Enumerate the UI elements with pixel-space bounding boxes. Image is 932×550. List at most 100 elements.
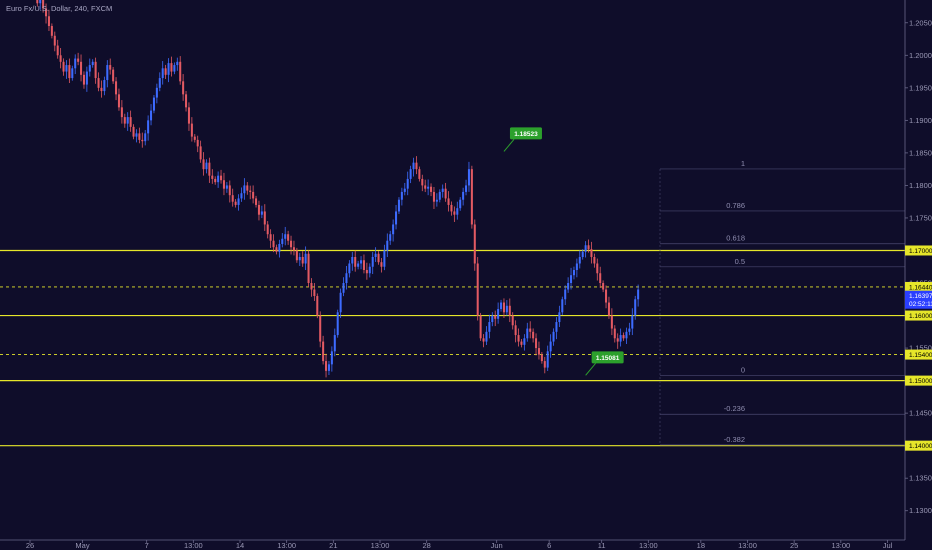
candle-body[interactable] <box>42 0 45 9</box>
candle-body[interactable] <box>77 58 80 62</box>
candle-body[interactable] <box>222 180 225 189</box>
candle-body[interactable] <box>482 338 485 342</box>
candle-body[interactable] <box>82 74 85 85</box>
candle-body[interactable] <box>112 69 115 82</box>
candle-body[interactable] <box>36 0 39 4</box>
candle-body[interactable] <box>459 199 462 209</box>
candle-body[interactable] <box>91 61 94 66</box>
candle-body[interactable] <box>412 162 415 170</box>
candle-body[interactable] <box>211 175 214 179</box>
candle-body[interactable] <box>572 270 575 276</box>
candle-body[interactable] <box>473 224 476 264</box>
candle-body[interactable] <box>292 247 295 251</box>
candle-body[interactable] <box>252 191 255 199</box>
candle-body[interactable] <box>129 117 132 127</box>
candle-body[interactable] <box>301 256 304 264</box>
candle-body[interactable] <box>552 331 555 342</box>
candle-body[interactable] <box>205 162 208 170</box>
candle-body[interactable] <box>485 331 488 342</box>
candle-body[interactable] <box>637 289 640 300</box>
candle-body[interactable] <box>555 322 558 332</box>
candle-body[interactable] <box>467 169 470 186</box>
candle-body[interactable] <box>272 240 275 248</box>
candle-body[interactable] <box>193 136 196 140</box>
candle-body[interactable] <box>298 256 301 261</box>
candle-body[interactable] <box>374 253 377 257</box>
candle-body[interactable] <box>508 305 511 316</box>
candle-body[interactable] <box>523 338 526 345</box>
candle-body[interactable] <box>371 256 374 267</box>
candle-body[interactable] <box>514 325 517 336</box>
candle-body[interactable] <box>62 61 65 72</box>
candle-body[interactable] <box>85 71 88 85</box>
candle-body[interactable] <box>590 249 593 257</box>
candle-body[interactable] <box>535 338 538 349</box>
candle-body[interactable] <box>380 262 383 267</box>
candle-body[interactable] <box>517 335 520 342</box>
candle-body[interactable] <box>310 283 313 290</box>
candle-body[interactable] <box>266 224 269 235</box>
candle-body[interactable] <box>599 273 602 284</box>
candle-body[interactable] <box>400 191 403 200</box>
candle-body[interactable] <box>596 263 599 274</box>
candle-body[interactable] <box>619 335 622 342</box>
candle-body[interactable] <box>511 315 514 326</box>
candle-body[interactable] <box>497 309 500 319</box>
candle-body[interactable] <box>403 188 406 192</box>
candle-body[interactable] <box>269 234 272 241</box>
candle-body[interactable] <box>316 296 319 316</box>
candle-body[interactable] <box>432 191 435 202</box>
candle-body[interactable] <box>190 123 193 137</box>
candle-body[interactable] <box>389 234 392 241</box>
candle-body[interactable] <box>453 211 456 215</box>
candle-body[interactable] <box>462 191 465 200</box>
candle-body[interactable] <box>246 185 249 191</box>
candle-body[interactable] <box>438 191 441 200</box>
candle-body[interactable] <box>625 331 628 339</box>
candle-body[interactable] <box>450 204 453 212</box>
candle-body[interactable] <box>540 354 543 362</box>
candle-body[interactable] <box>406 178 409 189</box>
candle-body[interactable] <box>202 159 205 170</box>
candle-body[interactable] <box>610 315 613 329</box>
candle-body[interactable] <box>164 68 167 75</box>
candle-body[interactable] <box>103 80 106 92</box>
candle-body[interactable] <box>415 162 418 170</box>
candle-body[interactable] <box>313 289 316 297</box>
candle-body[interactable] <box>575 263 578 270</box>
candle-body[interactable] <box>231 195 234 202</box>
candle-body[interactable] <box>424 185 427 189</box>
candle-body[interactable] <box>465 185 468 192</box>
candle-body[interactable] <box>287 234 290 241</box>
candle-body[interactable] <box>613 328 616 339</box>
candle-body[interactable] <box>185 94 188 108</box>
candle-body[interactable] <box>59 55 62 62</box>
candle-body[interactable] <box>214 178 217 183</box>
candle-body[interactable] <box>526 328 529 339</box>
candle-body[interactable] <box>281 238 284 244</box>
candle-body[interactable] <box>275 247 278 252</box>
candle-body[interactable] <box>74 58 77 69</box>
candle-body[interactable] <box>228 185 231 196</box>
candle-body[interactable] <box>325 361 328 371</box>
candle-body[interactable] <box>47 16 50 27</box>
candle-body[interactable] <box>68 65 71 79</box>
candle-body[interactable] <box>199 146 202 160</box>
candle-body[interactable] <box>362 260 365 270</box>
candle-body[interactable] <box>53 35 56 46</box>
candle-body[interactable] <box>427 186 430 189</box>
candle-body[interactable] <box>132 126 135 137</box>
candle-body[interactable] <box>243 185 246 194</box>
candle-body[interactable] <box>260 211 263 215</box>
candle-body[interactable] <box>409 169 412 179</box>
candle-body[interactable] <box>549 341 552 352</box>
candle-body[interactable] <box>397 199 400 212</box>
candle-body[interactable] <box>628 328 631 332</box>
candle-body[interactable] <box>182 81 185 95</box>
candle-body[interactable] <box>138 133 141 140</box>
candle-body[interactable] <box>558 312 561 323</box>
candle-body[interactable] <box>345 273 348 284</box>
candle-body[interactable] <box>307 253 310 284</box>
candle-body[interactable] <box>567 283 570 290</box>
candle-body[interactable] <box>421 178 424 186</box>
